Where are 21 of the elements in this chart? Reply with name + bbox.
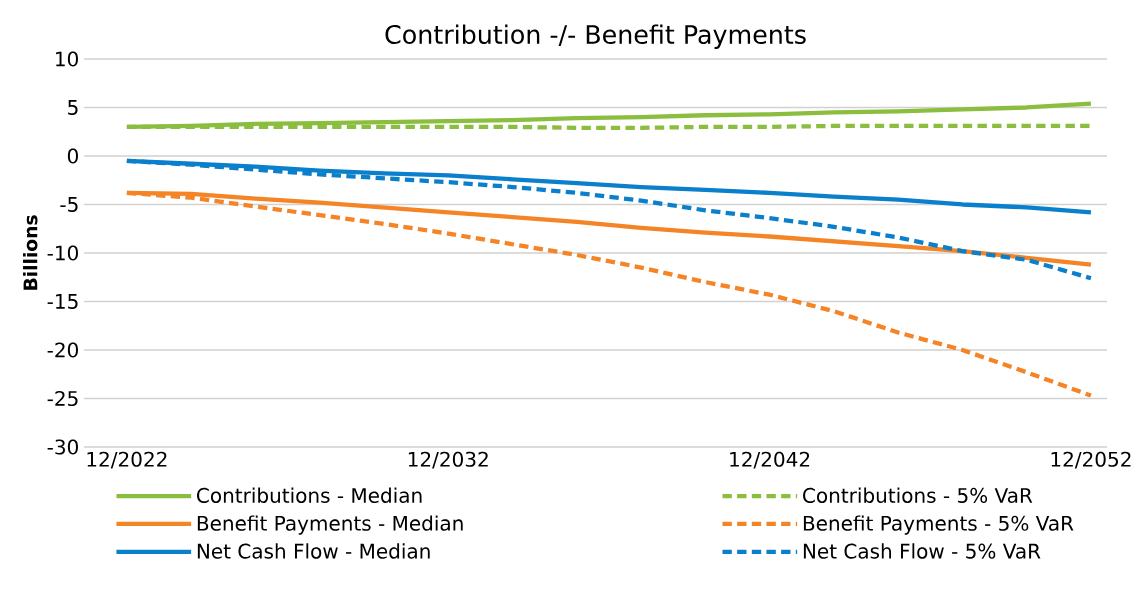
y-tick-label: 5 (68, 100, 78, 115)
legend-label: Net Cash Flow - 5% VaR (803, 543, 1041, 559)
y-tick-label: -5 (60, 197, 78, 212)
legend-label: Net Cash Flow - Median (197, 543, 430, 559)
legend-label: Contributions - 5% VaR (803, 487, 1033, 503)
legend-label: Benefit Payments - Median (197, 515, 463, 535)
x-tick-label: 12/2052 (1051, 451, 1131, 469)
x-tick-label: 12/2032 (408, 451, 488, 469)
y-tick-label: -30 (47, 439, 78, 455)
y-tick-label: -25 (47, 390, 78, 407)
y-tick-label: 10 (56, 51, 78, 67)
x-tick-label: 12/2042 (730, 451, 810, 469)
y-tick-label: -20 (47, 342, 78, 358)
y-tick-label: -15 (47, 294, 78, 309)
legend-label: Benefit Payments - 5% VaR (803, 515, 1074, 535)
y-tick-label: 0 (67, 148, 78, 164)
chart-title: Contribution -/- Benefit Payments (385, 24, 806, 49)
x-tick-label: 12/2022 (87, 451, 167, 469)
legend-label: Contributions - Median (197, 487, 422, 503)
y-axis-title: Billions (23, 215, 38, 290)
y-tick-label: -10 (47, 245, 78, 261)
